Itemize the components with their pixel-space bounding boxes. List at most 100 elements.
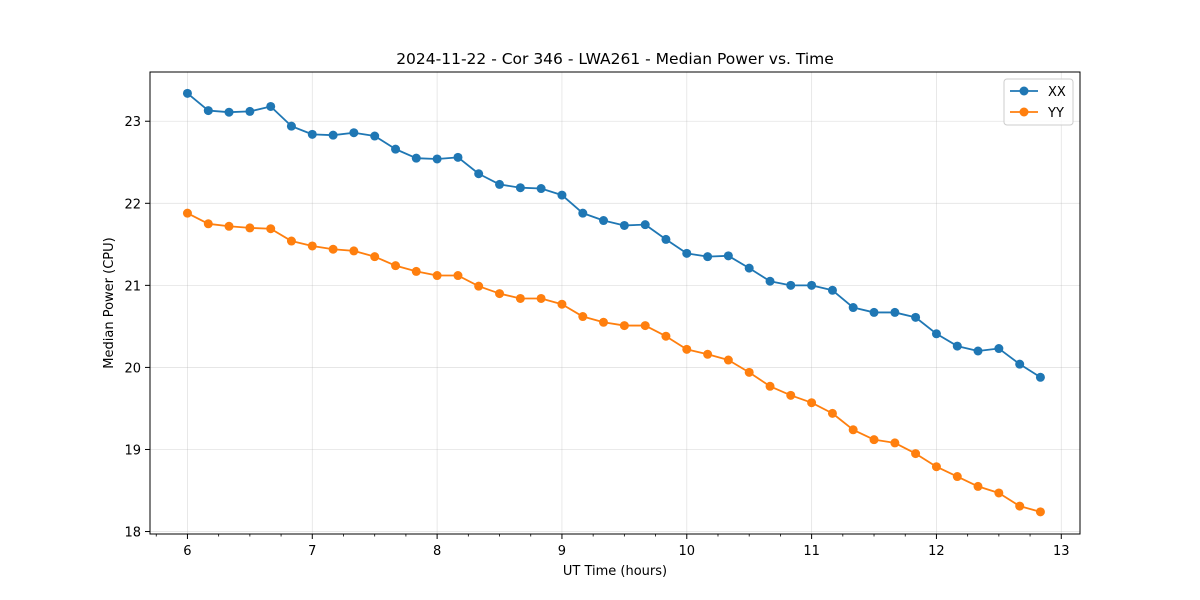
- data-point-xx: [203, 106, 213, 116]
- data-point-yy: [411, 266, 421, 276]
- data-point-xx: [245, 106, 255, 116]
- data-point-xx: [557, 190, 567, 200]
- data-point-xx: [1015, 359, 1025, 369]
- data-point-yy: [182, 208, 192, 218]
- data-point-xx: [619, 220, 629, 230]
- data-point-xx: [599, 216, 609, 226]
- y-tick-label: 22: [124, 197, 141, 212]
- data-point-yy: [682, 344, 692, 354]
- data-point-yy: [328, 244, 338, 254]
- data-point-yy: [557, 299, 567, 309]
- series-layer: [182, 88, 1045, 517]
- chart-title: 2024-11-22 - Cor 346 - LWA261 - Median P…: [396, 50, 834, 68]
- data-point-xx: [911, 312, 921, 322]
- data-point-yy: [661, 331, 671, 341]
- legend-label-yy: YY: [1047, 106, 1064, 121]
- data-point-yy: [536, 293, 546, 303]
- x-tick-label: 10: [679, 544, 696, 559]
- data-point-yy: [515, 293, 525, 303]
- data-point-yy: [619, 321, 629, 331]
- data-point-xx: [973, 346, 983, 356]
- data-point-xx: [661, 234, 671, 244]
- data-point-xx: [432, 154, 442, 164]
- data-point-yy: [827, 408, 837, 418]
- y-axis-label: Median Power (CPU): [102, 237, 117, 368]
- data-point-yy: [869, 435, 879, 445]
- data-point-yy: [1015, 501, 1025, 511]
- data-point-xx: [869, 307, 879, 317]
- data-point-yy: [931, 462, 941, 472]
- data-point-xx: [578, 208, 588, 218]
- data-point-xx: [370, 131, 380, 141]
- data-point-xx: [411, 153, 421, 163]
- legend-label-xx: XX: [1048, 85, 1066, 100]
- legend: XX YY: [1003, 78, 1074, 126]
- data-point-yy: [391, 261, 401, 271]
- data-point-yy: [578, 312, 588, 322]
- data-point-xx: [744, 263, 754, 273]
- data-point-xx: [286, 121, 296, 131]
- data-point-yy: [640, 321, 650, 331]
- data-point-xx: [994, 344, 1004, 354]
- x-tick-label: 6: [183, 544, 191, 559]
- data-point-yy: [286, 236, 296, 246]
- data-point-xx: [224, 107, 234, 117]
- data-point-xx: [307, 129, 317, 139]
- legend-marker-yy: [1019, 107, 1029, 117]
- data-point-xx: [453, 152, 463, 162]
- data-point-yy: [994, 488, 1004, 498]
- data-point-xx: [703, 252, 713, 262]
- data-point-xx: [182, 88, 192, 98]
- data-point-xx: [890, 307, 900, 317]
- data-point-yy: [703, 349, 713, 359]
- data-point-xx: [266, 101, 276, 111]
- data-point-xx: [349, 128, 359, 138]
- x-tick-label: 13: [1053, 544, 1070, 559]
- x-axis-label: UT Time (hours): [563, 564, 667, 579]
- data-point-xx: [807, 280, 817, 290]
- x-tick-label: 7: [308, 544, 316, 559]
- data-point-xx: [765, 276, 775, 286]
- grid: [150, 72, 1080, 534]
- data-point-xx: [682, 248, 692, 258]
- data-point-yy: [765, 381, 775, 391]
- data-point-yy: [1035, 507, 1045, 517]
- y-tick-label: 19: [124, 443, 141, 458]
- data-point-yy: [973, 481, 983, 491]
- data-point-yy: [307, 241, 317, 251]
- data-point-xx: [1035, 372, 1045, 382]
- y-tick-label: 23: [124, 115, 141, 130]
- data-point-yy: [786, 390, 796, 400]
- data-point-xx: [391, 144, 401, 154]
- data-point-yy: [245, 223, 255, 233]
- data-point-yy: [370, 252, 380, 262]
- data-point-yy: [911, 449, 921, 459]
- data-point-xx: [786, 280, 796, 290]
- data-point-xx: [952, 341, 962, 351]
- data-point-xx: [328, 130, 338, 140]
- y-tick-label: 18: [124, 526, 141, 541]
- data-point-xx: [827, 285, 837, 295]
- axis-ticks: 6 7 8 9 10 11 12 13 18 19 20 21 22 23: [124, 115, 1069, 559]
- data-point-yy: [349, 246, 359, 256]
- x-tick-label: 11: [803, 544, 820, 559]
- data-point-yy: [848, 425, 858, 435]
- x-tick-label: 9: [558, 544, 566, 559]
- data-point-xx: [495, 179, 505, 189]
- data-point-yy: [432, 271, 442, 281]
- x-tick-label: 8: [433, 544, 441, 559]
- data-point-yy: [890, 438, 900, 448]
- data-point-xx: [640, 220, 650, 230]
- y-tick-label: 21: [124, 279, 141, 294]
- data-point-xx: [474, 169, 484, 179]
- x-tick-label: 12: [928, 544, 945, 559]
- legend-marker-xx: [1019, 86, 1029, 96]
- data-point-yy: [723, 355, 733, 365]
- y-tick-label: 20: [124, 361, 141, 376]
- data-point-yy: [807, 398, 817, 408]
- plot-frame: [149, 71, 1081, 535]
- data-point-yy: [266, 224, 276, 234]
- data-point-xx: [536, 184, 546, 194]
- data-point-yy: [952, 472, 962, 482]
